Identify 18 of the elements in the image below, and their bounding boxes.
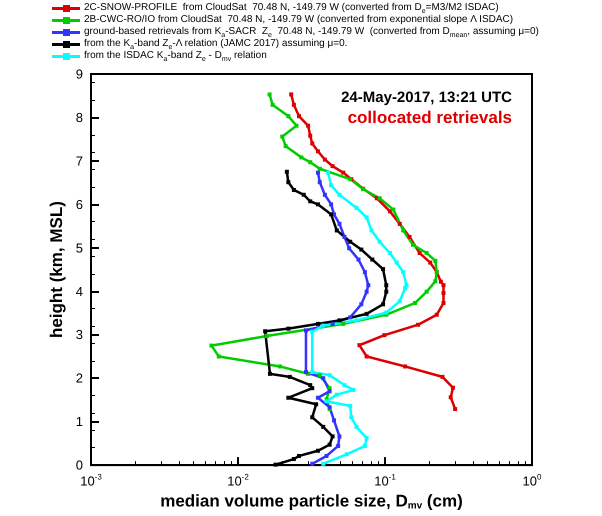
legend-label: ground-based retrievals from K$_{a}$-SACR Z$_{e}$ 70.48 N, -149.79 W (converted from D$_{mean}$, assuming μ=0) bbox=[84, 26, 539, 39]
y-tick-label: 5 bbox=[76, 240, 83, 256]
y-tick-label: 9 bbox=[76, 66, 83, 82]
y-tick-label: 6 bbox=[76, 196, 83, 212]
y-tick-label: 1 bbox=[76, 414, 83, 430]
legend-label: from the K$_{a}$-band Z$_{e}$-Λ relation (JAMC 2017) assuming μ=0. bbox=[84, 38, 348, 51]
y-tick-label: 7 bbox=[76, 153, 83, 168]
y-tick-label: 3 bbox=[76, 327, 83, 342]
y-tick-label: 4 bbox=[76, 284, 83, 299]
y-tick-label: 8 bbox=[76, 110, 83, 125]
y-tick-label: 0 bbox=[76, 458, 83, 473]
y-tick-label: 2 bbox=[76, 370, 83, 386]
annotation: collocated retrievals bbox=[348, 108, 512, 127]
legend-label: 2B-CWC-RO/IO from CloudSat 70.48 N, -149.79 W (converted from exponential slope Λ ISDAC) bbox=[84, 14, 514, 26]
y-axis-title: height (km, MSL) bbox=[46, 201, 66, 338]
annotation: 24-May-2017, 13:21 UTC bbox=[341, 89, 512, 106]
legend-label: from the ISDAC K$_{a}$-band Z$_{e}$ - D$_{mv}$ relation bbox=[84, 50, 267, 63]
legend-label: 2C-SNOW-PROFILE from CloudSat 70.48 N, -149.79 W (converted from D$_{e}$=M3/M2 ISDAC) bbox=[84, 2, 499, 15]
